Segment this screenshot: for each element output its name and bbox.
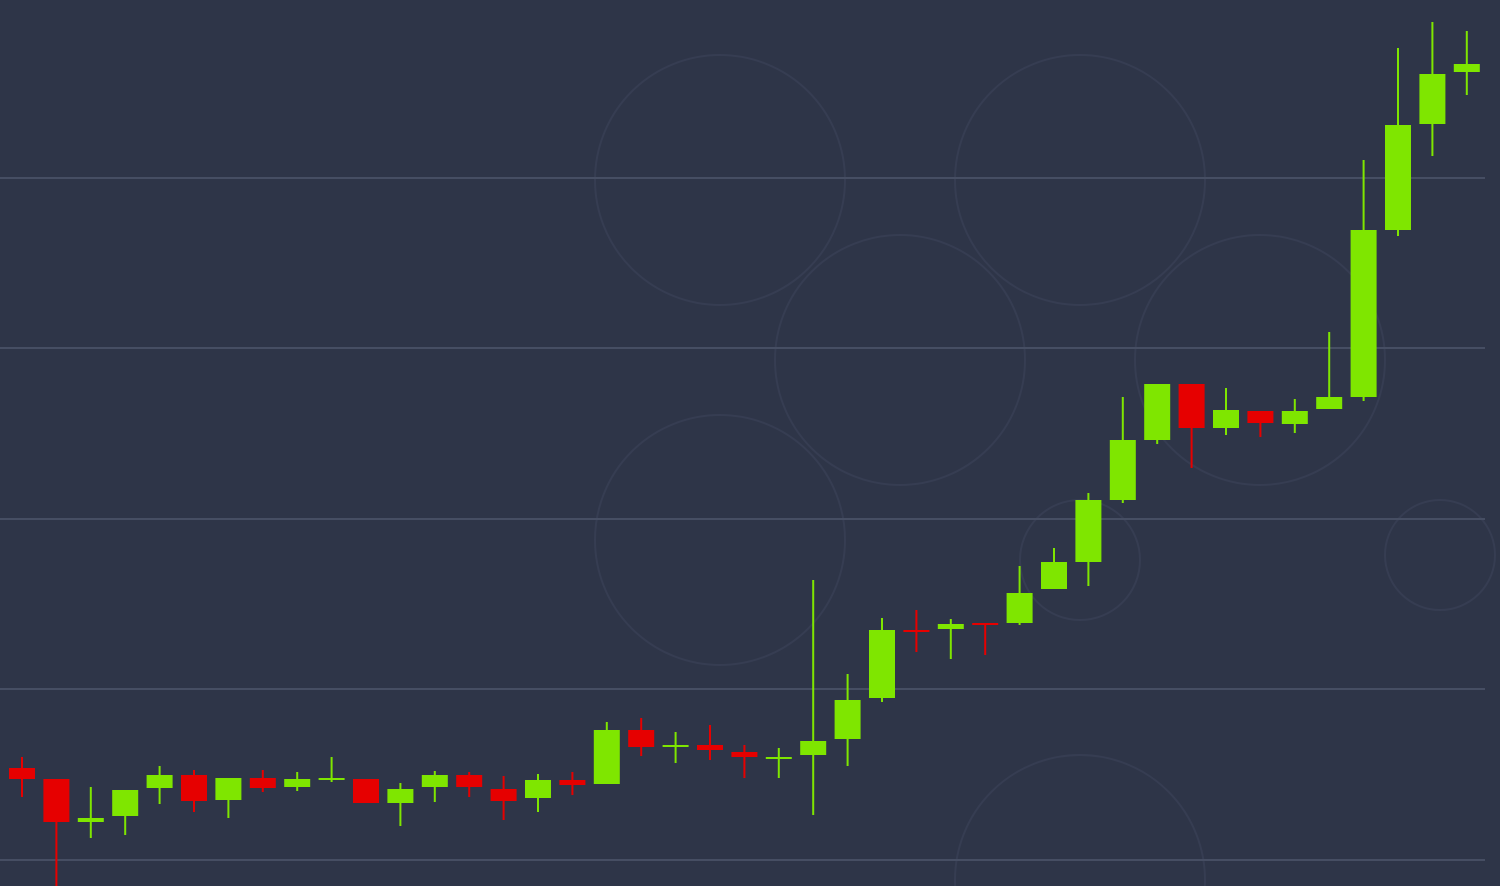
candle-body	[1178, 384, 1205, 428]
candle-body	[662, 745, 689, 747]
candle-body	[490, 789, 517, 801]
candle-body	[353, 779, 379, 803]
candle-body	[77, 818, 104, 822]
candle-body	[1109, 440, 1136, 500]
candle-body	[972, 623, 999, 625]
watermark	[594, 54, 1496, 886]
candle-body	[421, 775, 448, 787]
candle-body	[1006, 593, 1033, 623]
candle-body	[1041, 562, 1067, 589]
candle-body	[937, 624, 964, 629]
candle-body	[697, 745, 723, 750]
candle-body	[1144, 384, 1171, 440]
candle-body	[9, 768, 35, 779]
candle-body	[1419, 74, 1446, 124]
candle-body	[1247, 411, 1274, 423]
candle-body	[284, 779, 311, 787]
candle-body	[1350, 230, 1377, 397]
candle-body	[43, 779, 70, 822]
candle-body	[387, 789, 414, 803]
candle-body	[456, 775, 483, 787]
candle-body	[903, 630, 930, 632]
candle-body	[318, 778, 345, 780]
candle-body	[112, 790, 139, 816]
candle-body	[834, 700, 861, 739]
candle-body	[525, 780, 551, 798]
candle-body	[800, 741, 827, 755]
candle-body	[249, 778, 276, 788]
candle-body	[1213, 410, 1239, 428]
candle-body	[1281, 411, 1308, 424]
candle-body	[1385, 125, 1411, 230]
candle-body	[181, 775, 207, 801]
candle-body	[765, 757, 792, 759]
candle-body	[1075, 500, 1102, 562]
candle-body	[593, 730, 620, 784]
candle-body	[215, 778, 242, 800]
candle-body	[1453, 64, 1480, 72]
candle-body	[146, 775, 173, 788]
candle-body	[1316, 397, 1343, 409]
candle-body	[628, 730, 655, 747]
candle-body	[731, 752, 758, 757]
candle-body	[559, 780, 586, 785]
candle-body	[869, 630, 895, 698]
